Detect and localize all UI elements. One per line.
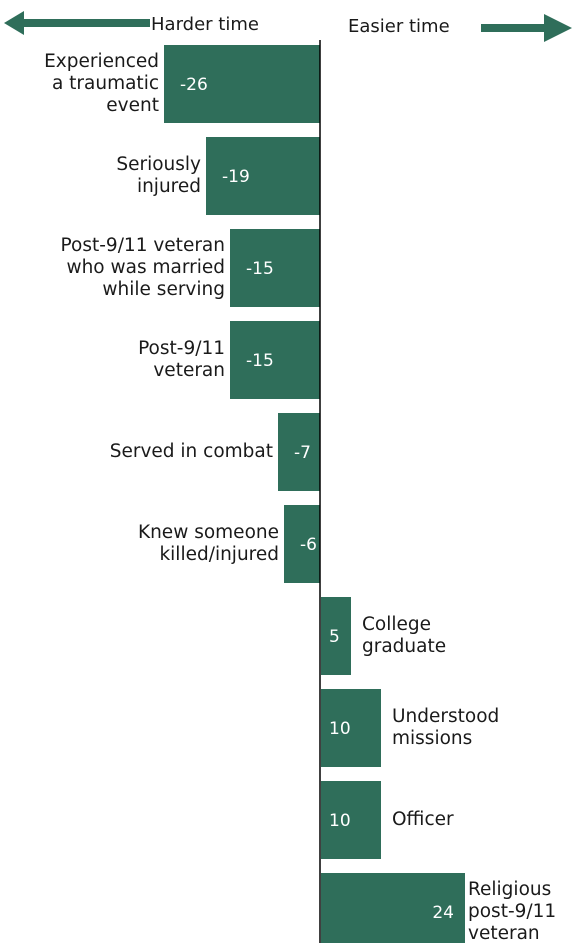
value-label: -26 — [180, 75, 208, 95]
value-label: -15 — [246, 351, 274, 371]
harder-time-indicator: Harder time — [4, 11, 259, 35]
bar — [321, 781, 381, 859]
bar — [230, 229, 320, 307]
category-label-line: Understood — [392, 706, 499, 727]
category-label: Post-9/11 veteran who was married while se… — [61, 235, 225, 300]
category-label: Experienced a traumatic event — [44, 51, 159, 116]
value-label: 10 — [329, 811, 351, 831]
category-label-line: College — [362, 614, 431, 635]
category-label: Understood missions — [392, 706, 499, 749]
easier-time-indicator: Easier time — [348, 14, 572, 42]
category-label: Officer — [392, 809, 454, 830]
category-label: Religious post-9/11 veteran — [468, 879, 556, 943]
bar — [321, 873, 465, 943]
category-labels-group: Experienced a traumatic event Seriously inju… — [44, 51, 556, 943]
value-label: 24 — [432, 903, 454, 923]
value-label: -15 — [246, 259, 274, 279]
category-label-line: killed/injured — [159, 544, 279, 565]
bar — [230, 321, 320, 399]
category-label: College graduate — [362, 614, 446, 657]
category-label-line: Knew someone — [138, 522, 279, 543]
category-label: Served in combat — [110, 441, 273, 462]
bars-group — [164, 45, 465, 943]
category-label-line: Post-9/11 veteran — [61, 235, 225, 256]
category-label-line: missions — [392, 728, 472, 749]
easier-time-label: Easier time — [348, 16, 450, 37]
left-arrow-icon — [4, 11, 150, 35]
category-label-line: who was married — [66, 257, 225, 278]
bar — [284, 505, 320, 583]
category-label-line: Seriously — [116, 154, 201, 175]
value-label: 10 — [329, 719, 351, 739]
category-label-line: Officer — [392, 809, 454, 830]
value-label: -19 — [222, 167, 250, 187]
category-label-line: Religious — [468, 879, 551, 900]
category-label: Post-9/11 veteran — [138, 338, 225, 381]
value-label: 5 — [329, 627, 340, 647]
category-label-line: graduate — [362, 636, 446, 657]
value-label: -7 — [294, 443, 311, 463]
category-label: Knew someone killed/injured — [138, 522, 279, 565]
bar — [321, 689, 381, 767]
right-arrow-icon — [481, 14, 572, 42]
category-label-line: Post-9/11 — [138, 338, 225, 359]
category-label-line: while serving — [102, 279, 225, 300]
bar — [321, 597, 351, 675]
value-label: -6 — [300, 535, 317, 555]
category-label-line: Experienced — [44, 51, 159, 72]
category-label-line: veteran — [153, 360, 225, 381]
harder-time-label: Harder time — [151, 14, 259, 35]
category-label-line: veteran — [468, 923, 540, 943]
category-label-line: a traumatic — [52, 73, 159, 94]
category-label-line: post-9/11 — [468, 901, 556, 922]
category-label: Seriously injured — [116, 154, 201, 197]
category-label-line: injured — [137, 176, 201, 197]
bar — [278, 413, 320, 491]
bar — [206, 137, 320, 215]
bar — [164, 45, 320, 123]
category-label-line: event — [106, 95, 159, 116]
category-label-line: Served in combat — [110, 441, 273, 462]
value-labels-group: -26 -19 -15 -15 -7 -6 5 10 10 24 — [180, 75, 454, 923]
